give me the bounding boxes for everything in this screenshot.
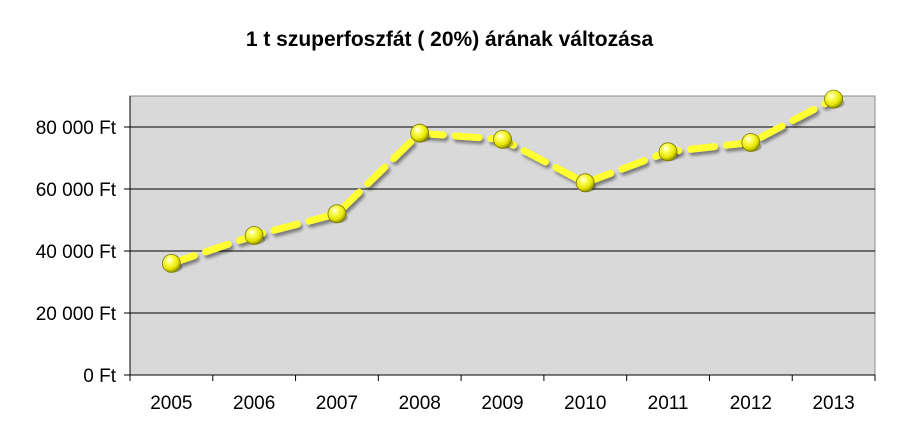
x-tick-label: 2012 bbox=[730, 393, 772, 414]
y-tick-label: 40 000 Ft bbox=[36, 242, 117, 263]
data-point bbox=[327, 204, 347, 224]
x-tick-label: 2006 bbox=[233, 393, 275, 414]
data-point bbox=[741, 133, 761, 152]
y-tick-label: 20 000 Ft bbox=[36, 304, 117, 325]
data-point bbox=[493, 129, 512, 149]
data-point bbox=[244, 226, 264, 245]
data-point bbox=[658, 142, 678, 162]
data-point bbox=[161, 253, 181, 273]
x-tick-label: 2009 bbox=[481, 393, 523, 414]
chart-title: 1 t szuperfoszfát ( 20%) árának változás… bbox=[245, 28, 654, 51]
y-tick-label: 0 Ft bbox=[83, 366, 116, 387]
y-tick-label: 60 000 Ft bbox=[36, 180, 117, 201]
data-point bbox=[824, 89, 844, 109]
data-point bbox=[575, 173, 595, 193]
x-tick-label: 2007 bbox=[316, 393, 358, 414]
x-tick-label: 2010 bbox=[564, 393, 606, 414]
y-tick-label: 80 000 Ft bbox=[36, 118, 117, 139]
x-tick-label: 2008 bbox=[399, 393, 441, 414]
data-point bbox=[410, 123, 430, 143]
x-tick-label: 2005 bbox=[150, 393, 192, 414]
x-tick-label: 2011 bbox=[648, 393, 689, 414]
x-tick-label: 2013 bbox=[812, 393, 854, 414]
